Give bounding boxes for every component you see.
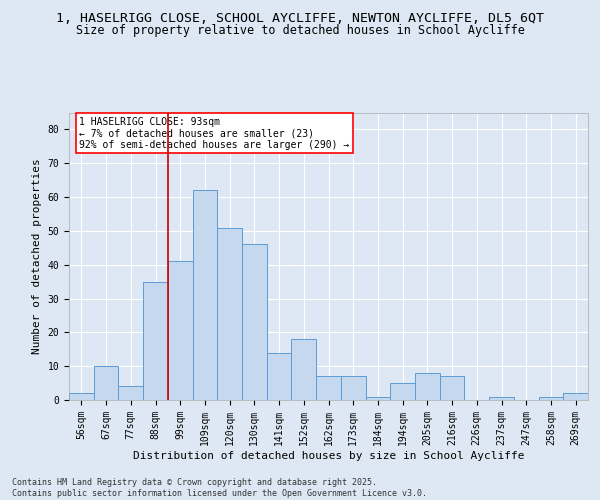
Bar: [563, 393, 588, 400]
Bar: [94, 366, 118, 400]
Bar: [292, 339, 316, 400]
Text: Size of property relative to detached houses in School Aycliffe: Size of property relative to detached ho…: [76, 24, 524, 37]
Bar: [341, 376, 365, 400]
Bar: [316, 376, 341, 400]
Text: 1 HASELRIGG CLOSE: 93sqm
← 7% of detached houses are smaller (23)
92% of semi-de: 1 HASELRIGG CLOSE: 93sqm ← 7% of detache…: [79, 117, 350, 150]
Bar: [415, 373, 440, 400]
Y-axis label: Number of detached properties: Number of detached properties: [32, 158, 42, 354]
Bar: [539, 396, 563, 400]
X-axis label: Distribution of detached houses by size in School Aycliffe: Distribution of detached houses by size …: [133, 450, 524, 460]
Bar: [69, 393, 94, 400]
Bar: [440, 376, 464, 400]
Bar: [489, 396, 514, 400]
Bar: [193, 190, 217, 400]
Text: 1, HASELRIGG CLOSE, SCHOOL AYCLIFFE, NEWTON AYCLIFFE, DL5 6QT: 1, HASELRIGG CLOSE, SCHOOL AYCLIFFE, NEW…: [56, 12, 544, 26]
Bar: [168, 262, 193, 400]
Text: Contains HM Land Registry data © Crown copyright and database right 2025.
Contai: Contains HM Land Registry data © Crown c…: [12, 478, 427, 498]
Bar: [365, 396, 390, 400]
Bar: [242, 244, 267, 400]
Bar: [118, 386, 143, 400]
Bar: [217, 228, 242, 400]
Bar: [267, 352, 292, 400]
Bar: [143, 282, 168, 400]
Bar: [390, 383, 415, 400]
